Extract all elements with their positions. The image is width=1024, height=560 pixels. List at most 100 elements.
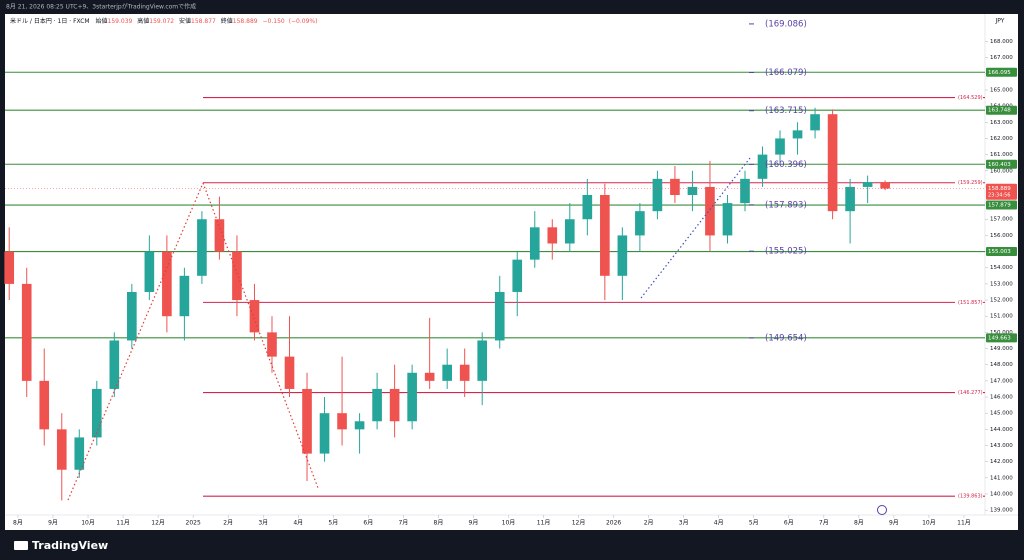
- candle-body: [862, 182, 873, 187]
- symbol: 米ドル / 日本円 · 1日 · FXCM: [10, 17, 90, 25]
- y-tick-label: 156.000: [990, 233, 1013, 239]
- annotation: (166.079): [765, 68, 807, 78]
- candle-body: [687, 186, 698, 196]
- x-tick-label: 2026: [606, 520, 621, 527]
- y-tick-label: 167.000: [990, 55, 1013, 61]
- y-tick-label: 141.000: [990, 475, 1013, 481]
- level-axis-box: [986, 247, 1017, 257]
- candle-body: [407, 372, 417, 422]
- level-axis-box: [986, 67, 1017, 77]
- x-tick-label: 6月: [784, 520, 794, 527]
- x-tick-label: 7月: [819, 520, 829, 527]
- candle-body: [459, 364, 470, 381]
- y-tick-label: 147.000: [990, 378, 1013, 384]
- candle-body: [600, 195, 610, 276]
- candle-body: [827, 114, 838, 212]
- countdown: 23:34:56: [988, 193, 1010, 199]
- candle-body: [127, 291, 137, 341]
- candle-body: [214, 219, 225, 252]
- x-tick-label: 4月: [293, 520, 303, 527]
- trendline: [67, 182, 204, 501]
- x-tick-label: 5月: [328, 520, 338, 527]
- symbol-header: 米ドル / 日本円 · 1日 · FXCM 始値159.039 高値159.07…: [10, 17, 317, 25]
- y-tick-label: 150.000: [990, 330, 1013, 336]
- y-tick-label: 154.000: [990, 265, 1013, 271]
- x-tick-label: 11月: [116, 520, 130, 527]
- candle-body: [477, 340, 488, 381]
- annotation: (149.654): [765, 333, 807, 343]
- y-tick-label: 148.000: [990, 362, 1013, 368]
- x-tick-label: 11月: [957, 520, 971, 527]
- level-axis-box: [986, 105, 1017, 115]
- level-axis-label: 163.748: [988, 108, 1011, 114]
- level-axis-label: 160.403: [988, 162, 1011, 168]
- x-tick-label: 9月: [889, 520, 899, 527]
- annotation: (169.086): [765, 19, 807, 29]
- footer: [0, 530, 1024, 560]
- x-tick-label: 2月: [644, 520, 654, 527]
- candle-body: [91, 388, 102, 438]
- level-axis-label: 166.095: [988, 70, 1011, 76]
- x-tick-label: 7月: [398, 520, 408, 527]
- y-tick-label: 146.000: [990, 395, 1013, 401]
- candle-body: [494, 291, 505, 341]
- last-price: 158.889: [988, 186, 1011, 192]
- y-tick-label: 162.000: [990, 136, 1013, 142]
- candle-body: [197, 219, 207, 276]
- candle-body: [529, 227, 540, 260]
- chart-area: [5, 14, 1018, 530]
- candle-body: [792, 130, 803, 139]
- candle-body: [249, 300, 260, 333]
- y-tick-label: 152.000: [990, 298, 1013, 304]
- candle-body: [670, 178, 680, 196]
- level-label: (151.857): [958, 300, 983, 306]
- candle-body: [162, 251, 172, 317]
- candle-body: [810, 114, 820, 131]
- candle-body: [232, 251, 242, 301]
- ohlc-value: 158.877: [191, 18, 216, 25]
- candle-body: [319, 413, 330, 454]
- alert-icon[interactable]: [877, 505, 887, 515]
- candle-body: [21, 283, 32, 381]
- x-tick-label: 2月: [223, 520, 233, 527]
- brand: TradingView: [32, 539, 108, 552]
- x-tick-label: 12月: [572, 520, 586, 527]
- x-tick-label: 10月: [502, 520, 516, 527]
- level-axis-label: 155.003: [988, 249, 1011, 255]
- candle-body: [652, 178, 663, 212]
- x-tick-label: 9月: [469, 520, 479, 527]
- x-tick-label: 4月: [714, 520, 724, 527]
- candle-body: [109, 340, 120, 389]
- candle-body: [424, 372, 435, 381]
- annotation: (163.715): [765, 106, 807, 116]
- candle-body: [547, 227, 558, 244]
- ohlc-name: 始値: [96, 17, 108, 25]
- y-tick-label: 140.000: [990, 491, 1013, 497]
- ohlc-value: 159.039: [108, 18, 133, 25]
- candle-body: [705, 186, 715, 236]
- candle-body: [267, 332, 277, 357]
- candle-body: [39, 380, 50, 430]
- x-tick-label: 10月: [922, 520, 936, 527]
- ohlc-name: 安値: [179, 17, 191, 25]
- candle-body: [757, 154, 768, 179]
- candle-body: [722, 203, 733, 236]
- level-axis-box: [986, 333, 1017, 343]
- level-label-bg: [955, 388, 983, 397]
- level-label-bg: [955, 492, 983, 501]
- level-label: (164.529): [958, 95, 983, 101]
- y-tick-label: 163.000: [990, 120, 1013, 126]
- x-tick-label: 2025: [186, 520, 201, 527]
- level-label-bg: [955, 178, 983, 187]
- candle-body: [442, 364, 452, 381]
- currency: JPY: [995, 18, 1005, 25]
- level-axis-box: [986, 200, 1017, 210]
- x-tick-label: 3月: [679, 520, 689, 527]
- candle-body: [56, 429, 67, 470]
- last-price-box: [986, 183, 1017, 200]
- change: −0.150: [263, 18, 285, 25]
- level-label-bg: [955, 298, 983, 307]
- candle-body: [564, 219, 575, 244]
- y-tick-label: 149.000: [990, 346, 1013, 352]
